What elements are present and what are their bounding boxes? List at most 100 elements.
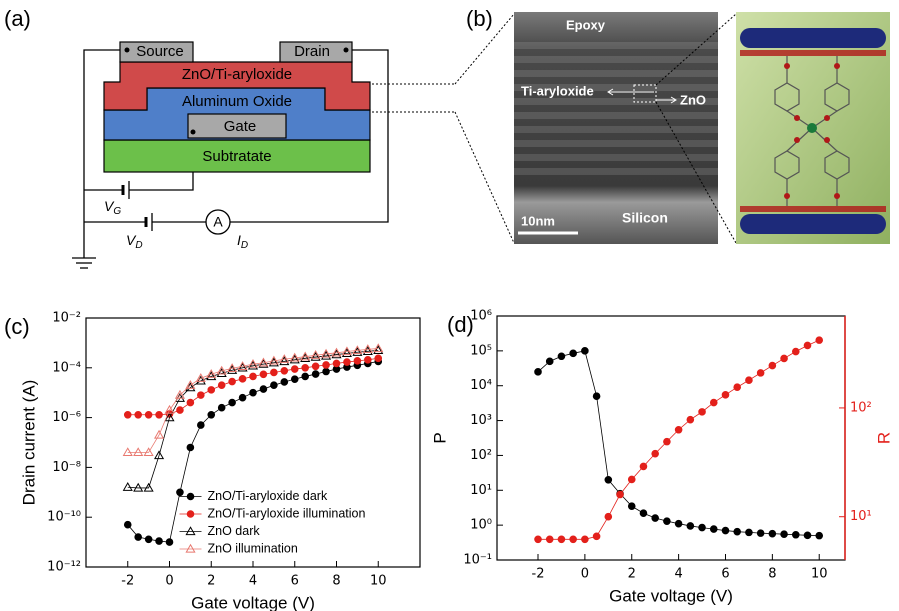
marker	[534, 368, 542, 376]
atom	[834, 63, 840, 69]
marker	[197, 391, 205, 399]
marker	[176, 488, 184, 497]
marker	[227, 363, 238, 373]
marker	[674, 425, 683, 434]
marker	[279, 354, 290, 363]
marker	[651, 449, 659, 458]
marker	[352, 345, 363, 355]
marker	[815, 531, 824, 540]
marker	[745, 528, 753, 537]
y-axis-label: Drain current (A)	[19, 380, 38, 506]
marker	[332, 359, 341, 368]
zoom-lines	[655, 13, 737, 244]
marker	[604, 475, 613, 484]
gate-electrode	[187, 113, 287, 139]
marker	[237, 362, 248, 372]
oxygen-row	[740, 50, 886, 56]
marker	[259, 385, 268, 393]
ti-atom	[807, 123, 817, 133]
marker	[331, 349, 342, 359]
y-tick-label: 10⁻¹²	[47, 560, 81, 575]
tem-stripes	[514, 40, 718, 182]
marker	[545, 357, 554, 366]
marker	[321, 350, 332, 360]
legend-marker	[186, 492, 195, 501]
marker	[290, 375, 299, 383]
atom	[794, 137, 800, 143]
marker	[195, 375, 206, 385]
y2-tick-label: 10¹	[850, 509, 872, 524]
marker	[300, 351, 311, 361]
marker	[733, 383, 742, 392]
marker	[237, 361, 248, 370]
marker	[280, 366, 289, 375]
subscript: D	[241, 240, 248, 251]
marker	[290, 365, 299, 373]
silicon-label: Silicon	[622, 210, 668, 226]
marker	[300, 353, 311, 362]
marker	[311, 362, 320, 371]
marker	[721, 391, 730, 399]
semiconductor-label: ZnO/Ti-aryloxide	[182, 66, 292, 83]
marker	[604, 512, 613, 521]
series-line	[127, 348, 379, 453]
marker	[270, 381, 278, 390]
series-line	[538, 339, 820, 540]
marker	[709, 398, 718, 407]
ammeter	[205, 209, 231, 235]
marker	[557, 535, 566, 544]
y2-axis-label: R	[874, 432, 893, 444]
marker	[322, 367, 330, 376]
marker	[627, 475, 636, 484]
marker	[815, 336, 824, 344]
contact	[124, 47, 130, 53]
y-tick-label: 10⁴	[470, 378, 492, 393]
marker	[154, 450, 165, 460]
aryloxide-label: Ti-aryloxide	[521, 83, 594, 98]
x-tick-label: 6	[291, 574, 299, 589]
legend-label: ZnO/Ti-aryloxide illumination	[208, 506, 366, 520]
y-tick-label: 10⁻²	[52, 311, 81, 326]
x-tick-label: 0	[165, 574, 173, 589]
marker	[592, 532, 601, 541]
subscript: G	[113, 206, 121, 217]
x-tick-label: 4	[674, 567, 682, 582]
marker	[569, 349, 577, 358]
marker	[721, 526, 730, 535]
legend-label: ZnO/Ti-aryloxide dark	[208, 489, 328, 503]
marker	[686, 415, 695, 424]
marker	[362, 344, 373, 354]
marker	[247, 358, 259, 368]
vd-label: VD	[126, 232, 143, 251]
molecule-atoms	[740, 28, 886, 234]
marker	[791, 347, 800, 356]
marker	[258, 357, 269, 367]
marker	[698, 408, 706, 416]
marker	[238, 393, 247, 402]
atom	[834, 193, 840, 199]
x-tick-label: 10	[811, 567, 828, 582]
marker	[341, 348, 352, 358]
ammeter-label: A	[213, 214, 223, 230]
marker	[216, 368, 227, 377]
marker	[534, 535, 542, 544]
y-tick-label: 10⁻¹⁰	[47, 510, 81, 525]
x-axis-label: Gate voltage (V)	[609, 586, 733, 605]
marker	[217, 403, 226, 412]
drain-electrode	[279, 41, 353, 63]
source-label: Source	[136, 43, 184, 60]
leader	[454, 111, 515, 244]
marker	[216, 365, 227, 375]
panel-label: (a)	[4, 6, 31, 31]
marker	[663, 437, 671, 446]
y-tick-label: 10⁰	[470, 518, 492, 533]
marker	[134, 533, 142, 541]
id-label: ID	[237, 232, 248, 251]
marker	[674, 519, 683, 528]
symbol: I	[237, 232, 241, 248]
marker	[362, 346, 373, 355]
marker	[249, 388, 257, 397]
legend-label: ZnO dark	[208, 524, 261, 538]
marker	[803, 531, 812, 540]
panel-label: (b)	[466, 6, 493, 31]
